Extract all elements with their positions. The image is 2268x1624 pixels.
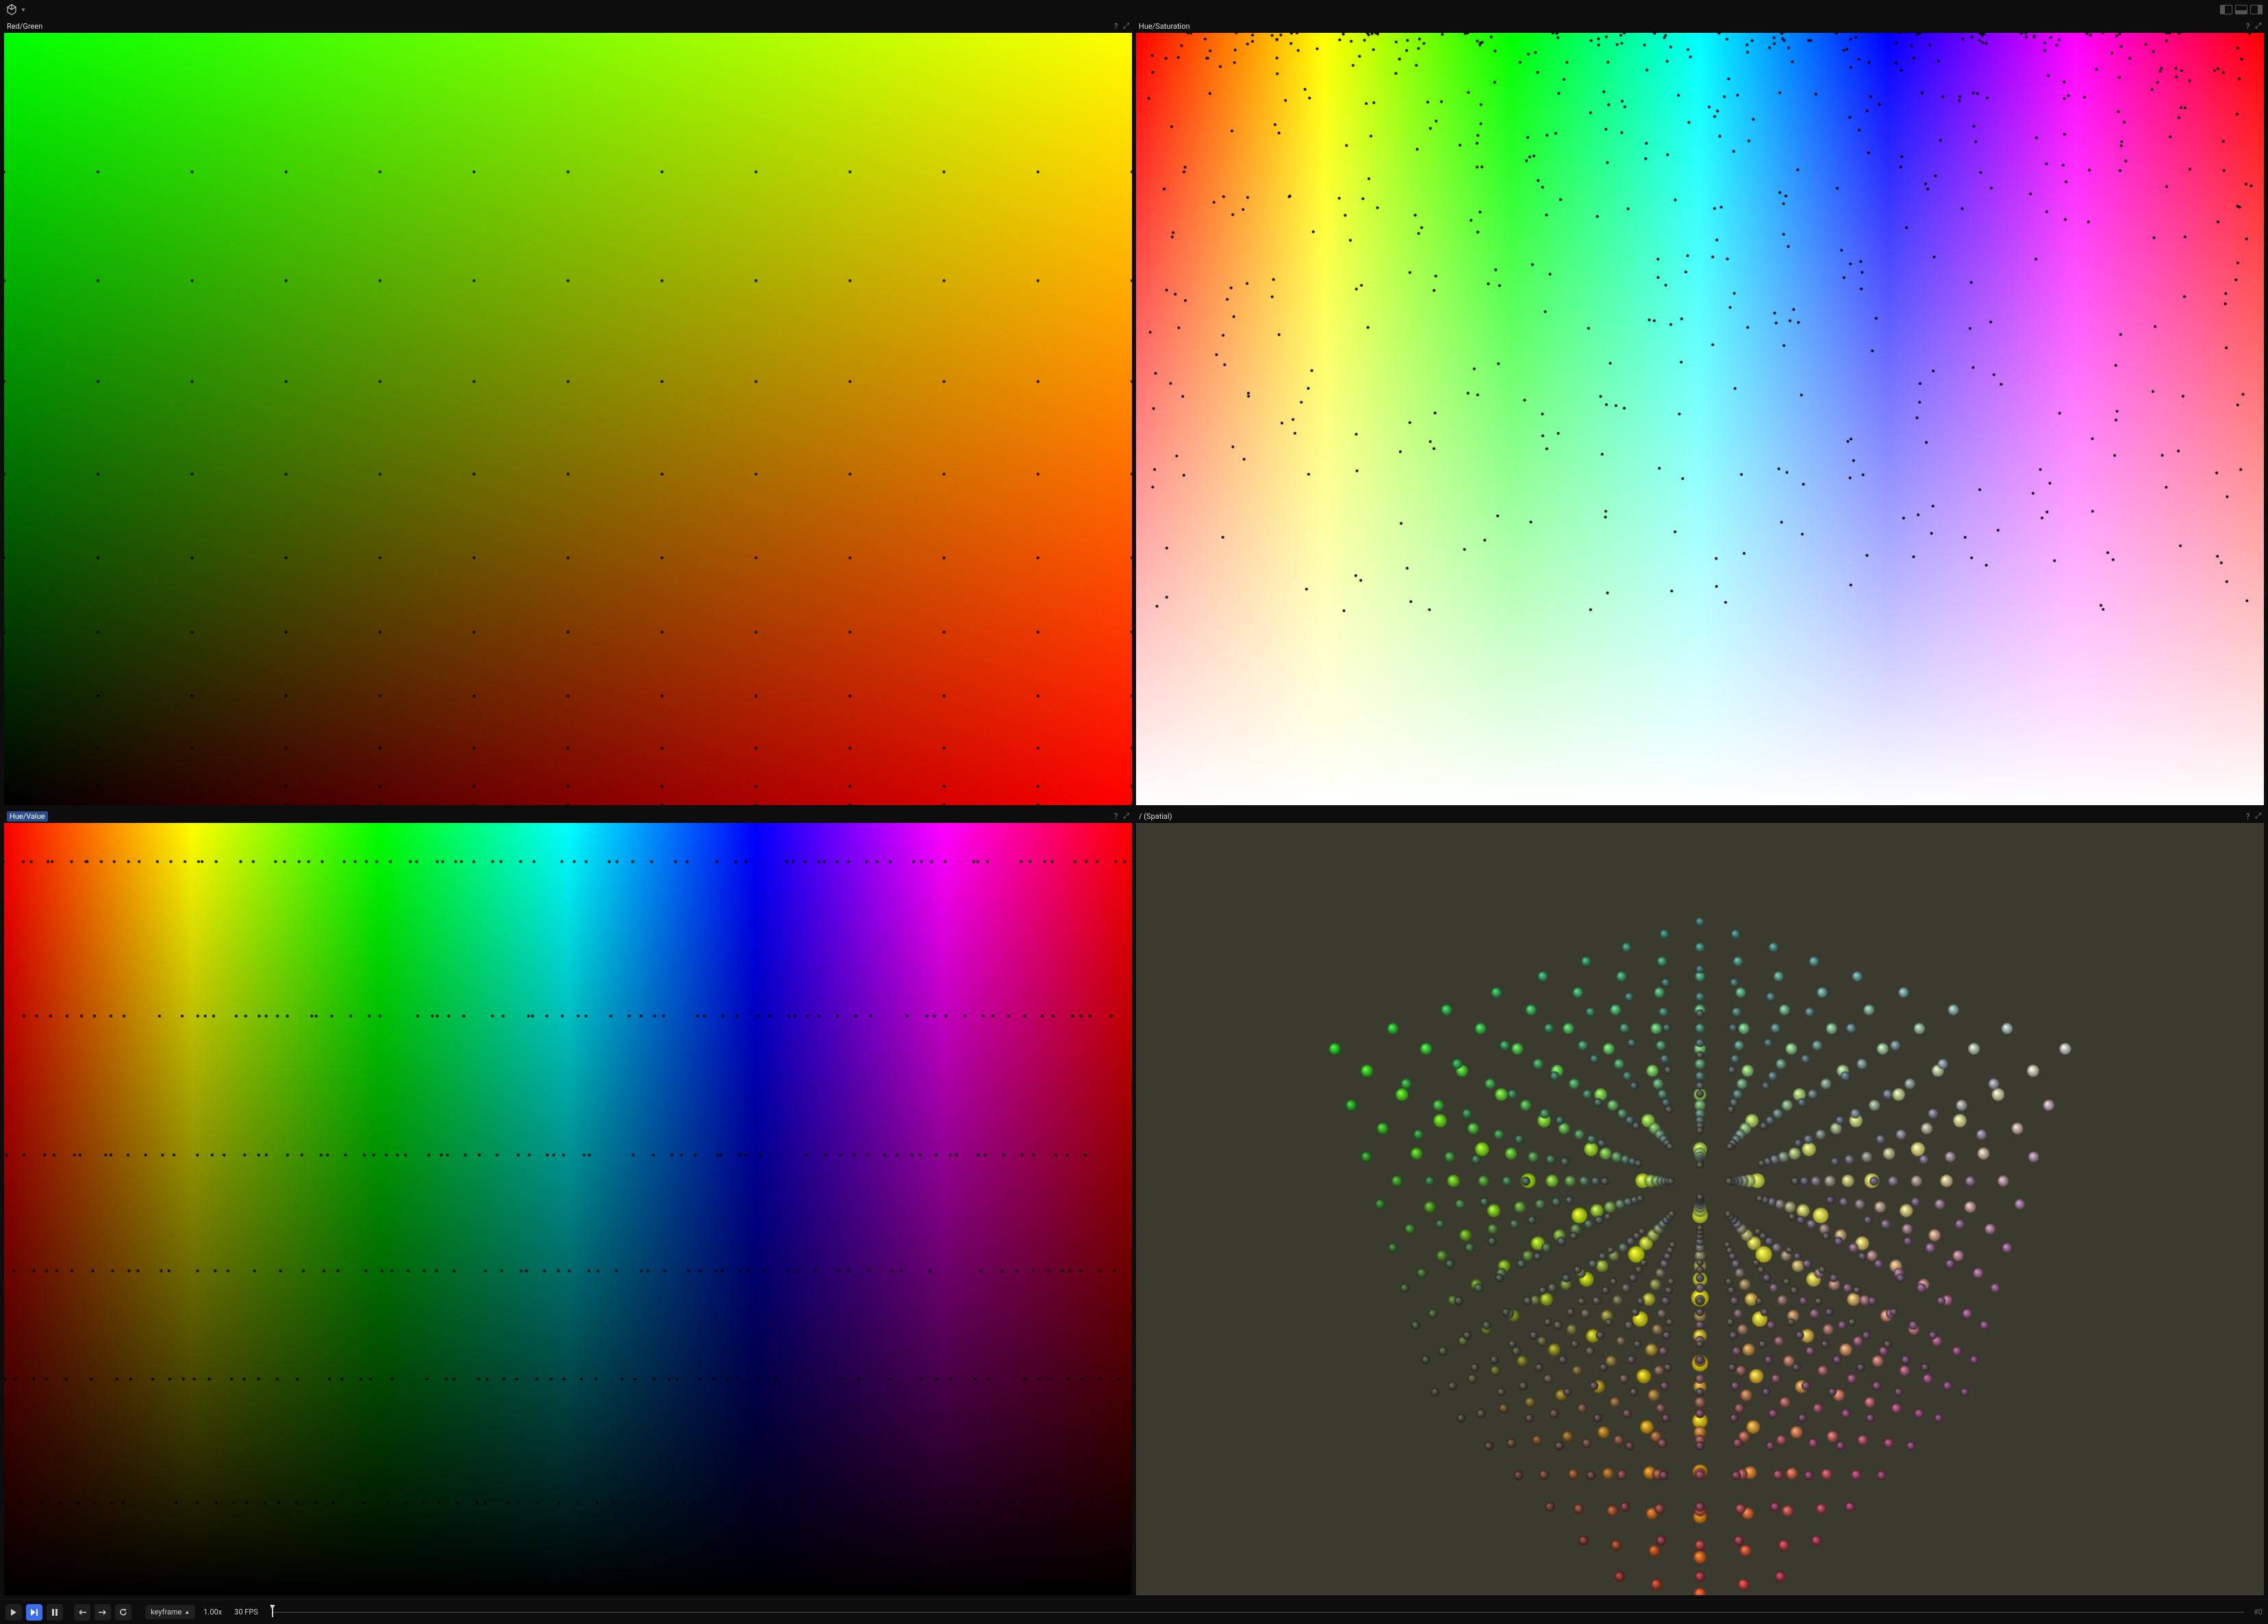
chevron-down-icon: ▼ [21, 7, 26, 13]
next-button[interactable] [94, 1604, 111, 1621]
play-button[interactable] [5, 1604, 22, 1621]
panel-header: / (Spatial) ? ⤢ [1136, 809, 2264, 823]
viewport-grid: Red/Green ? ⤢ Hue/Saturation ? ⤢ Hue/Val… [0, 19, 2268, 1599]
panel-red-green: Red/Green ? ⤢ [4, 19, 1132, 805]
panel-header: Hue/Saturation ? ⤢ [1136, 19, 2264, 33]
prev-button[interactable] [74, 1604, 90, 1621]
panel-canvas[interactable] [4, 823, 1132, 1595]
panel-canvas[interactable] [1136, 823, 2264, 1595]
loop-button[interactable] [115, 1604, 131, 1621]
topbar: ▼ [0, 0, 2268, 19]
layout-toggle-group [2220, 5, 2263, 14]
help-icon[interactable]: ? [2246, 812, 2250, 821]
timeline-mode-label: keyframe [151, 1608, 181, 1616]
panel-canvas[interactable] [4, 33, 1132, 805]
help-icon[interactable]: ? [1114, 22, 1118, 31]
layout-bottom-panel-button[interactable] [2235, 5, 2247, 14]
panel-hue-saturation: Hue/Saturation ? ⤢ [1136, 19, 2264, 805]
chevron-up-icon: ▲ [184, 1609, 190, 1615]
expand-icon[interactable]: ⤢ [2255, 21, 2261, 31]
panel-title[interactable]: Hue/Value [7, 811, 48, 822]
timeline-mode-selector[interactable]: keyframe ▲ [145, 1605, 195, 1619]
help-icon[interactable]: ? [2246, 22, 2250, 31]
timeline-bar: keyframe ▲ 1.00x 30 FPS #0 [0, 1599, 2268, 1624]
playback-speed[interactable]: 1.00x [199, 1608, 226, 1616]
help-icon[interactable]: ? [1114, 812, 1118, 821]
app-menu-button[interactable]: ▼ [5, 3, 26, 16]
current-frame: #0 [2254, 1608, 2263, 1616]
layout-right-panel-button[interactable] [2250, 5, 2263, 14]
panel-title[interactable]: Hue/Saturation [1139, 22, 1190, 31]
timeline-track[interactable] [272, 1612, 2244, 1613]
playhead[interactable] [272, 1608, 273, 1617]
panel-spatial: / (Spatial) ? ⤢ [1136, 809, 2264, 1595]
step-forward-button[interactable] [26, 1604, 42, 1621]
panel-canvas[interactable] [1136, 33, 2264, 805]
layout-left-panel-button[interactable] [2220, 5, 2232, 14]
fps-display[interactable]: 30 FPS [230, 1608, 262, 1616]
pause-button[interactable] [47, 1604, 63, 1621]
panel-title[interactable]: / (Spatial) [1139, 812, 1172, 821]
panel-header: Red/Green ? ⤢ [4, 19, 1132, 33]
panel-header: Hue/Value ? ⤢ [4, 809, 1132, 823]
expand-icon[interactable]: ⤢ [2255, 811, 2261, 821]
panel-title[interactable]: Red/Green [7, 22, 42, 31]
rerun-logo-icon [5, 3, 18, 16]
expand-icon[interactable]: ⤢ [1123, 811, 1129, 821]
panel-hue-value: Hue/Value ? ⤢ [4, 809, 1132, 1595]
expand-icon[interactable]: ⤢ [1123, 21, 1129, 31]
